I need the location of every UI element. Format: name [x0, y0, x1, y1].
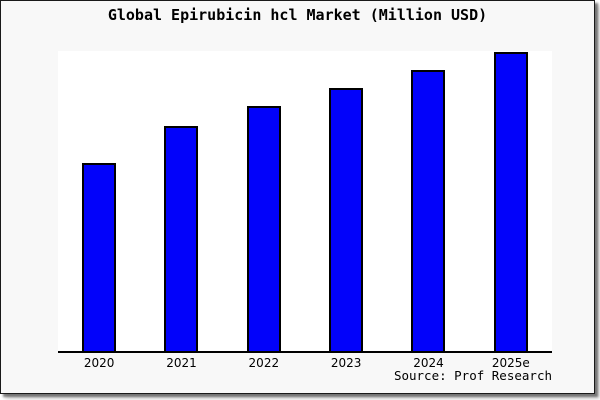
source-note: Source: Prof Research	[393, 368, 552, 383]
bar-2023	[329, 88, 364, 351]
x-tick-label-2023: 2023	[330, 356, 362, 370]
x-tick-label-2022: 2022	[248, 356, 280, 370]
bar-2025e	[493, 52, 528, 351]
x-tick-label-2025e: 2025e	[491, 356, 530, 370]
bar-2020	[82, 163, 117, 351]
x-tick-label-2024: 2024	[413, 356, 444, 370]
bar-2022	[246, 106, 281, 351]
x-axis-labels: 2020 2021 2022 2023 2024 2025e	[58, 356, 552, 370]
bars	[58, 51, 552, 351]
plot-area	[58, 51, 552, 353]
x-tick-label-2021: 2021	[166, 356, 197, 370]
bar-2024	[411, 70, 446, 351]
chart-figure: Global Epirubicin hcl Market (Million US…	[0, 0, 595, 394]
bar-2021	[164, 126, 199, 351]
x-tick-label-2020: 2020	[83, 356, 115, 370]
chart-title: Global Epirubicin hcl Market (Million US…	[107, 6, 488, 24]
